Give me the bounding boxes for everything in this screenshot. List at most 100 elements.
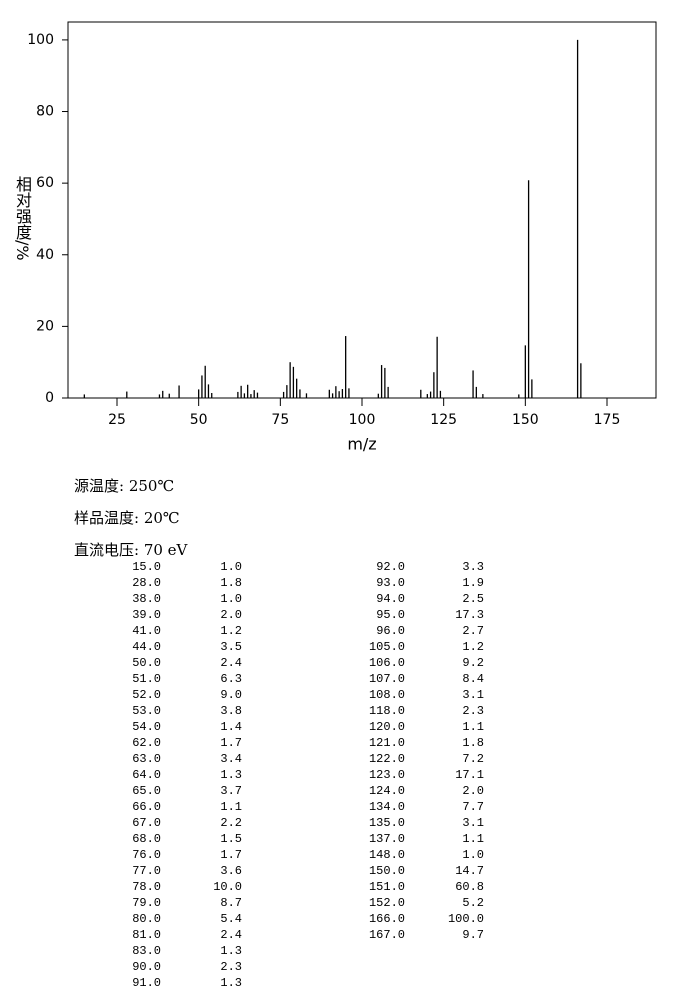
- info-line: 直流电压: 70 eV: [74, 541, 188, 559]
- mass-cell: 77.0: [132, 864, 161, 878]
- y-axis-label: 相对强度/%: [13, 176, 32, 261]
- mass-cell: 122.0: [368, 752, 405, 766]
- intensity-cell: 1.0: [220, 560, 242, 574]
- intensity-cell: 1.1: [462, 720, 484, 734]
- intensity-cell: 2.0: [462, 784, 484, 798]
- x-tick-label: 150: [512, 412, 539, 428]
- intensity-cell: 1.8: [220, 576, 242, 590]
- mass-cell: 148.0: [368, 848, 405, 862]
- mass-cell: 39.0: [132, 608, 161, 622]
- mass-cell: 96.0: [376, 624, 405, 638]
- intensity-cell: 3.4: [220, 752, 242, 766]
- mass-cell: 124.0: [368, 784, 405, 798]
- intensity-cell: 3.1: [462, 816, 484, 830]
- intensity-cell: 2.4: [220, 928, 242, 942]
- mass-cell: 150.0: [368, 864, 405, 878]
- mass-cell: 79.0: [132, 896, 161, 910]
- mass-cell: 44.0: [132, 640, 161, 654]
- mass-cell: 118.0: [368, 704, 405, 718]
- intensity-cell: 17.1: [455, 768, 484, 782]
- intensity-cell: 2.3: [220, 960, 242, 974]
- y-tick-label: 20: [36, 318, 54, 334]
- info-line: 样品温度: 20℃: [74, 509, 180, 527]
- mass-cell: 28.0: [132, 576, 161, 590]
- mass-cell: 91.0: [132, 976, 161, 990]
- mass-cell: 83.0: [132, 944, 161, 958]
- mass-cell: 67.0: [132, 816, 161, 830]
- mass-cell: 52.0: [132, 688, 161, 702]
- mass-cell: 68.0: [132, 832, 161, 846]
- intensity-cell: 1.3: [220, 976, 242, 990]
- mass-cell: 95.0: [376, 608, 405, 622]
- mass-cell: 41.0: [132, 624, 161, 638]
- intensity-cell: 1.3: [220, 768, 242, 782]
- mass-cell: 62.0: [132, 736, 161, 750]
- mass-cell: 53.0: [132, 704, 161, 718]
- intensity-cell: 9.0: [220, 688, 242, 702]
- intensity-cell: 3.1: [462, 688, 484, 702]
- x-tick-label: 100: [349, 412, 376, 428]
- mass-cell: 134.0: [368, 800, 405, 814]
- x-tick-label: 25: [108, 412, 126, 428]
- mass-cell: 38.0: [132, 592, 161, 606]
- plot-frame: [67, 21, 657, 399]
- mass-cell: 135.0: [368, 816, 405, 830]
- intensity-cell: 100.0: [447, 912, 484, 926]
- intensity-cell: 1.4: [220, 720, 242, 734]
- intensity-cell: 6.3: [220, 672, 242, 686]
- intensity-cell: 17.3: [455, 608, 484, 622]
- chart: m/z 0 20 40 60 80 100 25 50 75 100 125 150 175: [27, 21, 657, 454]
- intensity-cell: 1.5: [220, 832, 242, 846]
- intensity-cell: 9.2: [462, 656, 484, 670]
- intensity-cell: 2.4: [220, 656, 242, 670]
- intensity-cell: 7.7: [462, 800, 484, 814]
- x-tick-label: 75: [271, 412, 289, 428]
- y-tick-label: 100: [27, 32, 54, 48]
- mass-cell: 66.0: [132, 800, 161, 814]
- intensity-cell: 5.4: [220, 912, 242, 926]
- mass-cell: 90.0: [132, 960, 161, 974]
- intensity-cell: 8.7: [220, 896, 242, 910]
- y-tick-label: 40: [36, 247, 54, 263]
- intensity-cell: 1.2: [220, 624, 242, 638]
- intensity-cell: 1.8: [462, 736, 484, 750]
- mass-cell: 78.0: [132, 880, 161, 894]
- mass-cell: 167.0: [368, 928, 405, 942]
- mass-cell: 121.0: [368, 736, 405, 750]
- x-tick-label: 125: [430, 412, 457, 428]
- mass-cell: 64.0: [132, 768, 161, 782]
- mass-cell: 65.0: [132, 784, 161, 798]
- intensity-cell: 1.7: [220, 848, 242, 862]
- mass-cell: 151.0: [368, 880, 405, 894]
- intensity-cell: 2.0: [220, 608, 242, 622]
- intensity-cell: 1.1: [462, 832, 484, 846]
- intensity-cell: 5.2: [462, 896, 484, 910]
- mass-cell: 54.0: [132, 720, 161, 734]
- mass-cell: 50.0: [132, 656, 161, 670]
- info-line: 源温度: 250℃: [74, 477, 175, 495]
- intensity-cell: 3.6: [220, 864, 242, 878]
- x-tick-label: 175: [594, 412, 621, 428]
- intensity-cell: 3.5: [220, 640, 242, 654]
- mass-cell: 152.0: [368, 896, 405, 910]
- intensity-cell: 1.9: [462, 576, 484, 590]
- mass-cell: 120.0: [368, 720, 405, 734]
- intensity-cell: 1.1: [220, 800, 242, 814]
- x-tick-label: 50: [190, 412, 208, 428]
- intensity-cell: 3.8: [220, 704, 242, 718]
- mass-cell: 76.0: [132, 848, 161, 862]
- y-tick-label: 60: [36, 175, 54, 191]
- mass-cell: 123.0: [368, 768, 405, 782]
- intensity-cell: 1.0: [462, 848, 484, 862]
- intensity-cell: 2.2: [220, 816, 242, 830]
- intensity-cell: 1.3: [220, 944, 242, 958]
- mass-cell: 137.0: [368, 832, 405, 846]
- mass-cell: 93.0: [376, 576, 405, 590]
- intensity-cell: 1.2: [462, 640, 484, 654]
- intensity-cell: 7.2: [462, 752, 484, 766]
- y-tick-label: 80: [36, 104, 54, 120]
- mass-cell: 51.0: [132, 672, 161, 686]
- intensity-cell: 2.7: [462, 624, 484, 638]
- intensity-cell: 2.3: [462, 704, 484, 718]
